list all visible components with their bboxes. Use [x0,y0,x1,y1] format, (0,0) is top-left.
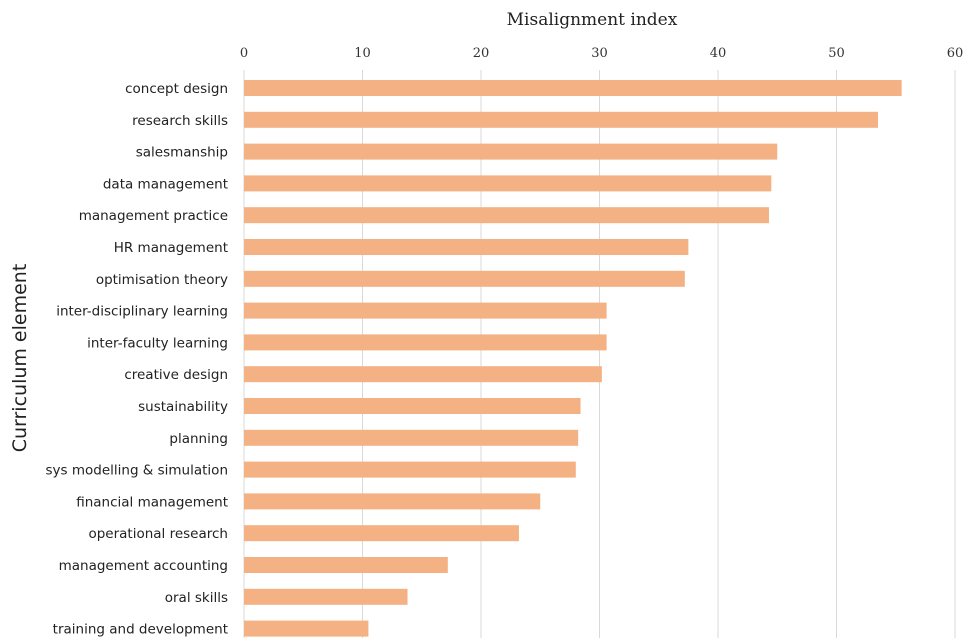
bar [244,334,607,351]
category-label: management accounting [59,558,228,574]
bar [244,429,579,446]
category-label: research skills [132,113,228,129]
category-label: creative design [124,367,228,383]
x-tick-label: 0 [240,46,248,61]
x-axis-title: Misalignment index [507,10,678,30]
category-label: concept design [125,81,228,97]
category-label: inter-disciplinary learning [56,304,228,320]
bar [244,239,689,255]
gridlines [243,70,956,638]
bar [244,175,772,192]
category-label: planning [169,431,228,447]
bars [244,80,902,637]
category-label: HR management [114,240,228,256]
category-label: sustainability [138,399,228,415]
y-axis-ticks: concept design research skills salesmanshi… [46,81,229,638]
x-axis-ticks: 0 10 20 30 40 50 60 [240,46,963,61]
bar [244,80,902,96]
bar [244,207,769,224]
category-label: salesmanship [136,145,228,161]
x-tick-label: 20 [473,46,490,61]
bar [244,302,607,319]
x-tick-label: 10 [354,46,371,61]
category-label: data management [103,176,228,192]
category-label: inter-faculty learning [87,335,228,351]
bar [244,557,448,573]
x-tick-label: 60 [947,46,964,61]
y-axis-title: Curriculum element [9,264,31,453]
bar [244,493,541,510]
category-label: optimisation theory [96,272,228,288]
category-label: oral skills [165,590,228,606]
bar [244,111,878,128]
x-tick-label: 30 [591,46,608,61]
category-label: sys modelling & simulation [46,463,229,479]
bar [244,398,581,414]
category-label: operational research [88,526,228,542]
category-label: management practice [79,208,228,224]
bar [244,525,519,542]
bar [244,620,369,637]
bar [244,461,576,478]
category-label: financial management [76,494,228,510]
x-tick-label: 50 [828,46,845,61]
category-label: training and development [53,622,228,638]
bar [244,143,778,160]
bar [244,366,602,383]
bar [244,588,408,605]
bar [244,270,685,287]
x-tick-label: 40 [710,46,727,61]
